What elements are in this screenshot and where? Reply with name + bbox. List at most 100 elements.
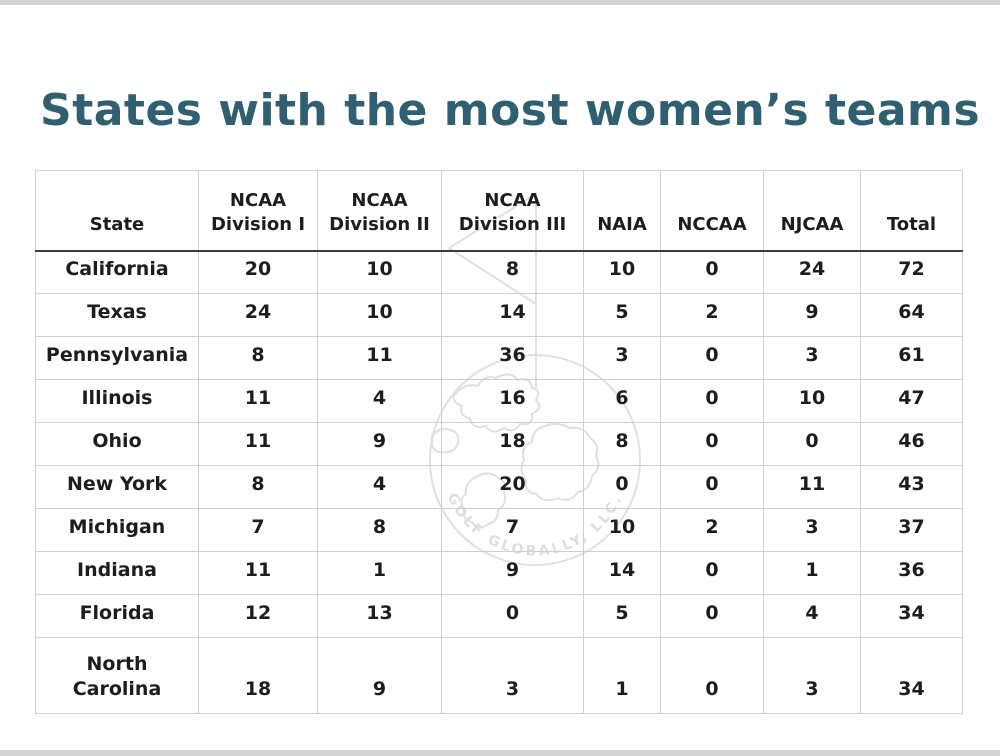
- value-cell: 8: [441, 250, 584, 294]
- value-cell: 8: [583, 422, 661, 466]
- bottom-edge-bar: [0, 750, 1000, 756]
- table-body: California 20 10 8 10 0 24 72 Texas 24 10 14 5 2 9 64 Pe…: [35, 250, 963, 714]
- value-cell: 8: [317, 508, 442, 552]
- column-header-line: NCCAA: [677, 214, 747, 236]
- page-title: States with the most women’s teams: [40, 85, 981, 137]
- table-row: Ohio 11 9 18 8 0 0 46: [35, 422, 963, 466]
- value-cell: 72: [860, 250, 963, 294]
- value-cell: 0: [660, 594, 764, 638]
- value-cell: 11: [198, 422, 318, 466]
- value-cell: 0: [660, 637, 764, 714]
- value-cell: 1: [763, 551, 861, 595]
- value-cell: 5: [583, 594, 661, 638]
- table-row: Michigan 7 8 7 10 2 3 37: [35, 508, 963, 552]
- value-cell: 47: [860, 379, 963, 423]
- value-cell: 10: [317, 293, 442, 337]
- value-cell: 34: [860, 594, 963, 638]
- state-cell: New York: [35, 465, 199, 509]
- value-cell: 16: [441, 379, 584, 423]
- value-cell: 11: [317, 336, 442, 380]
- column-header-njcaa: NJCAA: [763, 170, 861, 252]
- column-header-line: NCAA: [351, 189, 408, 211]
- value-cell: 12: [198, 594, 318, 638]
- value-cell: 4: [317, 465, 442, 509]
- value-cell: 2: [660, 293, 764, 337]
- table-row: New York 8 4 20 0 0 11 43: [35, 465, 963, 509]
- column-header-line: State: [89, 214, 145, 236]
- value-cell: 10: [317, 250, 442, 294]
- value-cell: 3: [583, 336, 661, 380]
- value-cell: 36: [441, 336, 584, 380]
- table-row: North Carolina 18 9 3 1 0 3 34: [35, 637, 963, 714]
- value-cell: 0: [660, 551, 764, 595]
- value-cell: 0: [660, 336, 764, 380]
- value-cell: 0: [763, 422, 861, 466]
- column-header-nccaa: NCCAA: [660, 170, 764, 252]
- value-cell: 18: [198, 637, 318, 714]
- state-cell: North Carolina: [35, 637, 199, 714]
- value-cell: 24: [198, 293, 318, 337]
- column-header-total: Total: [860, 170, 963, 252]
- column-header-line: Division III: [458, 214, 567, 236]
- value-cell: 20: [441, 465, 584, 509]
- value-cell: 3: [763, 637, 861, 714]
- value-cell: 34: [860, 637, 963, 714]
- table-row: Indiana 11 1 9 14 0 1 36: [35, 551, 963, 595]
- value-cell: 11: [763, 465, 861, 509]
- value-cell: 2: [660, 508, 764, 552]
- table-header: State NCAA Division I NCAA Division II NCAA Di…: [35, 170, 963, 252]
- table-row: Illinois 11 4 16 6 0 10 47: [35, 379, 963, 423]
- value-cell: 13: [317, 594, 442, 638]
- value-cell: 1: [583, 637, 661, 714]
- value-cell: 10: [763, 379, 861, 423]
- value-cell: 4: [317, 379, 442, 423]
- value-cell: 9: [317, 637, 442, 714]
- value-cell: 0: [660, 250, 764, 294]
- table-row: Florida 12 13 0 5 0 4 34: [35, 594, 963, 638]
- value-cell: 9: [763, 293, 861, 337]
- state-cell: California: [35, 250, 199, 294]
- value-cell: 7: [441, 508, 584, 552]
- value-cell: 1: [317, 551, 442, 595]
- state-cell: Pennsylvania: [35, 336, 199, 380]
- column-header-line: Division II: [329, 214, 430, 236]
- column-header-ncaa-division-1: NCAA Division I: [198, 170, 318, 252]
- value-cell: 11: [198, 551, 318, 595]
- value-cell: 3: [763, 336, 861, 380]
- state-cell: Florida: [35, 594, 199, 638]
- column-header-line: NCAA: [229, 189, 287, 211]
- value-cell: 8: [198, 465, 318, 509]
- states-womens-teams-table: State NCAA Division I NCAA Division II NCAA Di…: [35, 170, 963, 714]
- value-cell: 0: [660, 422, 764, 466]
- state-cell: Ohio: [35, 422, 199, 466]
- value-cell: 43: [860, 465, 963, 509]
- state-cell: Michigan: [35, 508, 199, 552]
- value-cell: 0: [441, 594, 584, 638]
- column-header-line: Division I: [210, 214, 306, 236]
- column-header-line: NCAA: [484, 189, 541, 211]
- column-header-state: State: [35, 170, 199, 252]
- value-cell: 10: [583, 508, 661, 552]
- value-cell: 36: [860, 551, 963, 595]
- value-cell: 20: [198, 250, 318, 294]
- value-cell: 4: [763, 594, 861, 638]
- table-row: Pennsylvania 8 11 36 3 0 3 61: [35, 336, 963, 380]
- value-cell: 0: [660, 465, 764, 509]
- column-header-line: Total: [886, 214, 937, 236]
- value-cell: 8: [198, 336, 318, 380]
- value-cell: 24: [763, 250, 861, 294]
- value-cell: 46: [860, 422, 963, 466]
- value-cell: 11: [198, 379, 318, 423]
- top-edge-bar: [0, 0, 1000, 5]
- value-cell: 0: [583, 465, 661, 509]
- value-cell: 7: [198, 508, 318, 552]
- value-cell: 14: [583, 551, 661, 595]
- value-cell: 9: [441, 551, 584, 595]
- table-header-row: State NCAA Division I NCAA Division II NCAA Di…: [35, 170, 963, 252]
- table-row: California 20 10 8 10 0 24 72: [35, 250, 963, 294]
- column-header-ncaa-division-3: NCAA Division III: [441, 170, 584, 252]
- value-cell: 5: [583, 293, 661, 337]
- column-header-line: NJCAA: [780, 214, 844, 236]
- table-row: Texas 24 10 14 5 2 9 64: [35, 293, 963, 337]
- value-cell: 6: [583, 379, 661, 423]
